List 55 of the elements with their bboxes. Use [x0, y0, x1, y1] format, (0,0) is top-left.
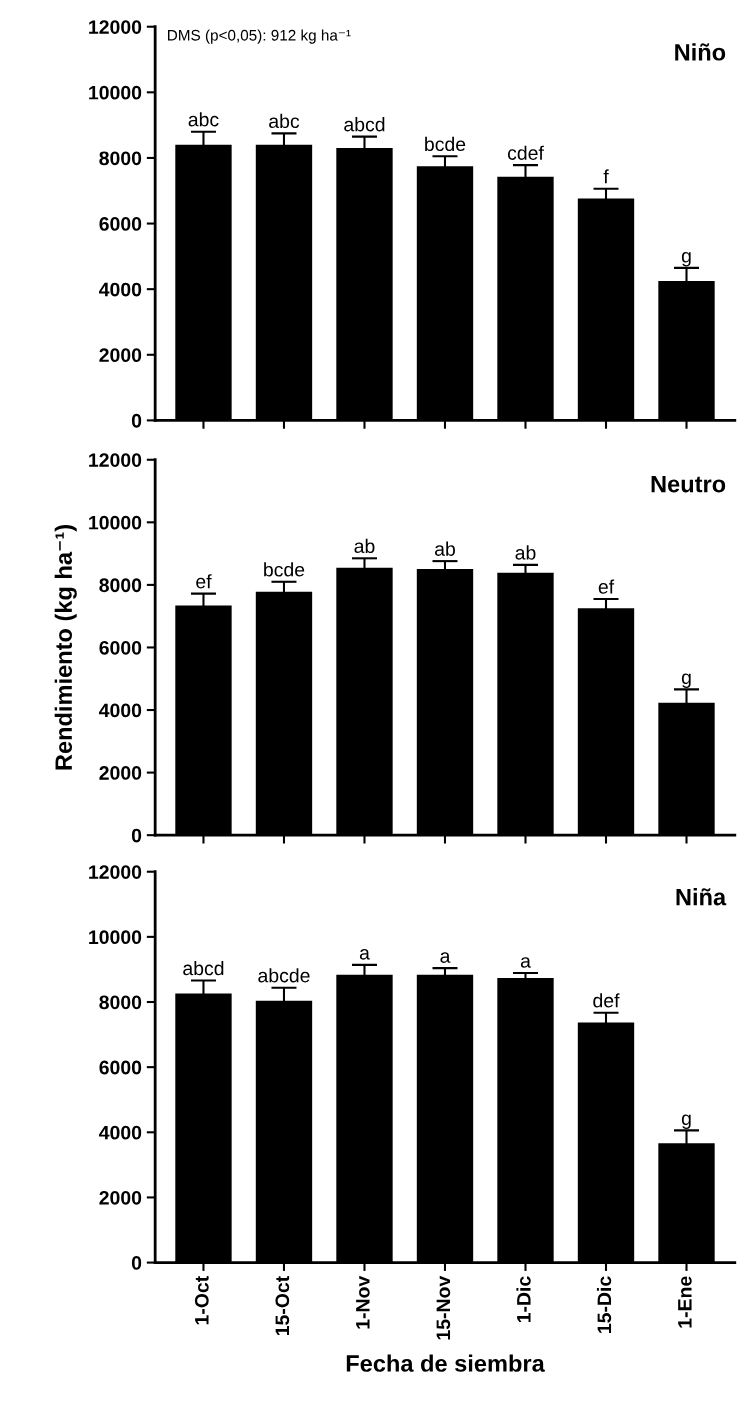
x-tick-label: 1-Dic: [516, 1276, 531, 1323]
y-tick-label: 4000: [99, 1125, 142, 1140]
y-tick-label: 0: [131, 1256, 142, 1270]
y-tick-label: 2000: [99, 1190, 142, 1205]
x-tick-label: 15-Nov: [436, 1275, 451, 1340]
y-tick-label: 4000: [99, 282, 142, 297]
y-tick-label: 12000: [89, 20, 142, 34]
y-tick-label: 6000: [99, 217, 142, 231]
y-axis-title: Rendimiento (kg ha⁻¹): [54, 525, 77, 770]
y-tick-label: 12000: [89, 865, 142, 879]
x-tick-label: 15-Dic: [596, 1276, 612, 1333]
annotation: a: [440, 952, 451, 963]
y-tick-label: 10000: [89, 515, 142, 530]
annotation: bcde: [264, 562, 305, 577]
annotation: ab: [354, 538, 375, 554]
annotation: ab: [515, 545, 536, 560]
y-tick-label: 6000: [99, 1060, 142, 1075]
y-tick-label: 8000: [99, 578, 142, 593]
text: Niño: [675, 43, 726, 61]
annotation: g: [681, 673, 691, 688]
y-tick-label: 2000: [99, 348, 142, 363]
y-tick-label: 6000: [99, 640, 142, 655]
annotation: def: [593, 993, 620, 1008]
y-tick-label: 12000: [89, 453, 142, 467]
annotation: abcd: [183, 961, 224, 976]
annotation: abcd: [344, 117, 385, 132]
annotation: cdef: [507, 145, 544, 160]
y-tick-label: 8000: [99, 151, 142, 166]
annotation: DMS (p<0,05): 912 kg ha⁻¹: [168, 29, 351, 44]
annotation: a: [359, 948, 370, 960]
y-tick-label: 0: [131, 413, 142, 428]
annotation: abcde: [258, 968, 310, 983]
x-tick-label: 1-Oct: [194, 1276, 209, 1325]
annotation: f: [603, 169, 609, 184]
y-tick-label: 4000: [99, 703, 142, 718]
x-tick-label: 15-Oct: [275, 1276, 290, 1336]
y-tick-label: 2000: [99, 766, 142, 780]
annotation: abc: [188, 112, 219, 127]
text: Niña: [676, 888, 727, 906]
y-tick-label: 10000: [89, 930, 142, 945]
y-tick-label: 10000: [89, 85, 142, 100]
x-tick-label: 1-Nov: [356, 1275, 370, 1329]
annotation: a: [520, 957, 531, 968]
annotation: ab: [435, 541, 455, 556]
annotation: abc: [269, 113, 300, 129]
y-tick-label: 8000: [99, 995, 142, 1010]
annotation: bcde: [425, 136, 466, 152]
x-tick-label: 1-Ene: [678, 1276, 692, 1328]
text: Neutro: [651, 475, 726, 493]
y-tick-label: 0: [131, 828, 142, 843]
annotation: g: [681, 251, 691, 267]
annotation: g: [681, 1114, 691, 1129]
x-axis-title: Fecha de siembra: [346, 1354, 545, 1372]
annotation: ef: [196, 574, 212, 589]
annotation: ef: [598, 579, 615, 594]
